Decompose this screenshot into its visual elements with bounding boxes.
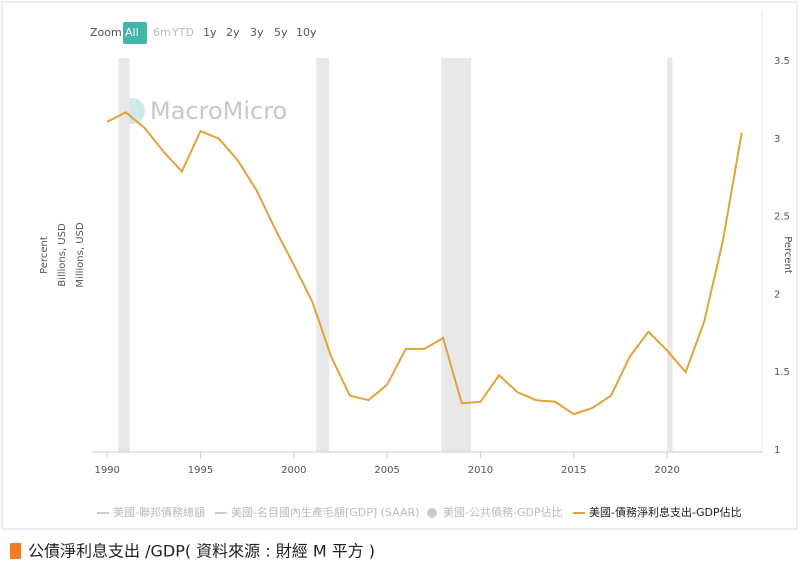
series-line [106, 111, 743, 416]
y-tick-label: 3 [774, 134, 780, 145]
caption-marker [10, 543, 21, 559]
recession-band [316, 58, 330, 452]
zoom-button[interactable]: 1y [203, 26, 217, 39]
x-tick-label: 1990 [94, 465, 119, 476]
zoom-button[interactable]: 6m [153, 26, 171, 39]
zoom-button[interactable]: 2y [226, 26, 240, 39]
chart-frame [1, 1, 798, 530]
zoom-label: Zoom [90, 26, 122, 39]
legend-label[interactable]: 美國-公共債務-GDP佔比 [443, 505, 563, 519]
x-tick-label: 2005 [374, 465, 399, 476]
watermark: MacroMicro [150, 97, 287, 125]
y-tick-label: 1.5 [774, 367, 790, 378]
zoom-button-bg [123, 22, 147, 44]
legend-label[interactable]: 美國-債務淨利息支出-GDP佔比 [589, 505, 742, 519]
x-tick-label: 2010 [468, 465, 493, 476]
left-axis-title: Millions, USD [75, 222, 86, 287]
left-axis-title: Billions, USD [57, 223, 68, 287]
x-tick-label: 2000 [281, 465, 306, 476]
zoom-button[interactable]: 10y [296, 26, 317, 39]
recession-band [118, 58, 130, 452]
legend-label[interactable]: 美國-聯邦債務總額 [113, 505, 205, 519]
zoom-button[interactable]: 3y [250, 26, 264, 39]
x-tick-label: 1995 [188, 465, 213, 476]
recession-band [667, 58, 673, 452]
y-tick-label: 1 [774, 445, 780, 456]
legend-symbol [427, 508, 437, 518]
zoom-button[interactable]: YTD [171, 26, 194, 39]
zoom-button[interactable]: All [125, 26, 139, 39]
y-axis-title: Percent [782, 236, 793, 274]
y-tick-label: 2.5 [774, 212, 790, 223]
legend-label[interactable]: 美國-名目國內生產毛額[GDP] (SAAR) [231, 505, 419, 519]
x-tick-label: 2015 [561, 465, 586, 476]
zoom-button[interactable]: 5y [274, 26, 288, 39]
y-tick-label: 3.5 [774, 56, 790, 67]
recession-band [441, 58, 472, 452]
y-tick-label: 2 [774, 289, 780, 300]
left-axis-title: Percent [39, 236, 50, 274]
caption: 公債淨利息支出 /GDP( 資料來源 : 財經 M 平方 ) [28, 542, 375, 561]
x-tick-label: 2020 [654, 465, 679, 476]
